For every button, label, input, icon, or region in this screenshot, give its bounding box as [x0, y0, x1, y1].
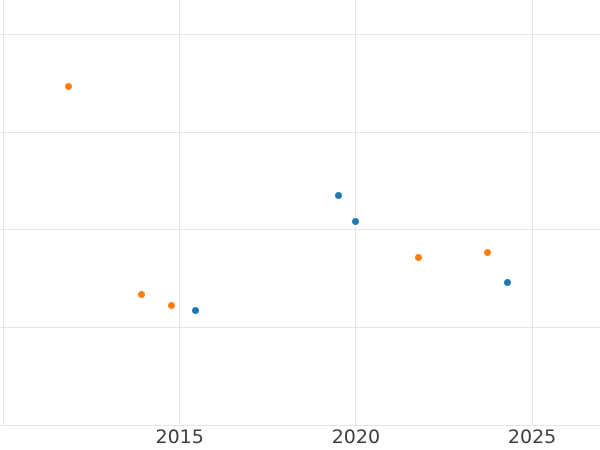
scatter-point-orange-series	[483, 248, 491, 256]
scatter-point-orange-series	[167, 301, 175, 309]
scatter-point-blue-series	[334, 192, 342, 200]
gridline-horizontal	[0, 229, 600, 231]
x-tick-label: 2025	[507, 426, 557, 448]
scatter-point-blue-series	[352, 217, 360, 225]
gridline-horizontal	[0, 33, 600, 36]
scatter-point-blue-series	[192, 306, 200, 314]
x-tick-label: 2020	[331, 426, 381, 448]
gridline-horizontal	[0, 131, 600, 133]
x-tick-label: 2015	[155, 426, 204, 448]
gridline-vertical	[179, 0, 181, 426]
scatter-point-orange-series	[65, 82, 73, 90]
gridline-vertical	[531, 0, 533, 426]
scatter-point-blue-series	[503, 279, 511, 287]
gridline-vertical	[355, 0, 357, 426]
gridline-vertical	[2, 0, 5, 426]
scatter-point-orange-series	[138, 290, 146, 298]
gridline-horizontal	[0, 424, 600, 426]
scatter-point-orange-series	[414, 253, 422, 261]
gridline-horizontal	[0, 327, 600, 329]
